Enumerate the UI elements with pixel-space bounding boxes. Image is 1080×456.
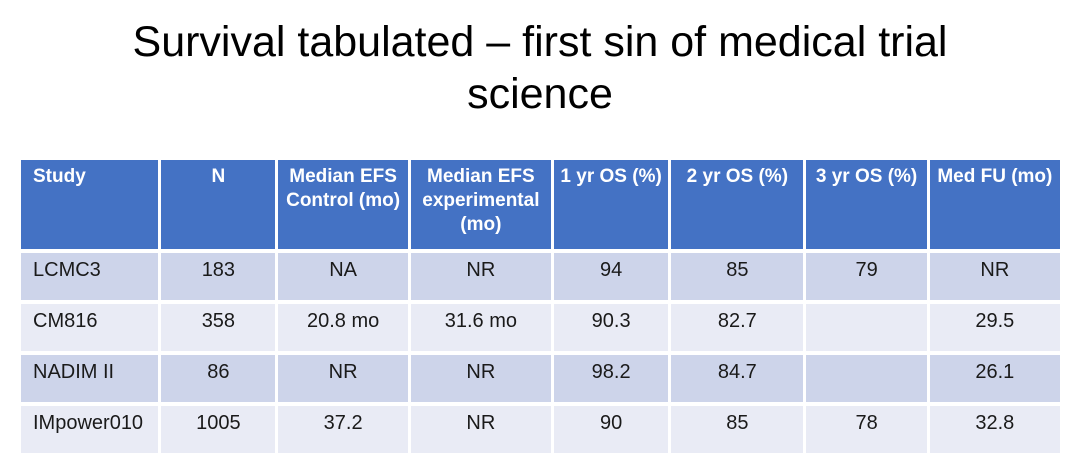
cell-os-3yr [806, 304, 927, 351]
column-header-med-fu: Med FU (mo) [929, 160, 1060, 249]
presentation-slide: Survival tabulated – first sin of medica… [0, 16, 1080, 456]
cell-study: NADIM II [21, 355, 159, 402]
cell-efs-experimental: NR [410, 355, 551, 402]
table-row-cm816: CM816 358 20.8 mo 31.6 mo 90.3 82.7 29.5 [21, 304, 1060, 351]
cell-n: 1005 [161, 406, 276, 453]
cell-os-2yr: 82.7 [671, 304, 804, 351]
cell-med-fu: 29.5 [929, 304, 1060, 351]
table-header-row: Study N Median EFS Control (mo) Median E… [21, 160, 1060, 249]
cell-efs-control: 20.8 mo [278, 304, 408, 351]
cell-os-1yr: 94 [554, 253, 669, 300]
cell-study: IMpower010 [21, 406, 159, 453]
cell-os-3yr [806, 355, 927, 402]
cell-med-fu: 32.8 [929, 406, 1060, 453]
cell-os-2yr: 85 [671, 253, 804, 300]
cell-n: 86 [161, 355, 276, 402]
cell-med-fu: NR [929, 253, 1060, 300]
trial-results-table: Study N Median EFS Control (mo) Median E… [18, 156, 1063, 456]
table-row-impower010: IMpower010 1005 37.2 NR 90 85 78 32.8 [21, 406, 1060, 453]
cell-os-1yr: 90.3 [554, 304, 669, 351]
cell-os-1yr: 98.2 [554, 355, 669, 402]
table-row-nadim-ii: NADIM II 86 NR NR 98.2 84.7 26.1 [21, 355, 1060, 402]
cell-efs-experimental: NR [410, 253, 551, 300]
cell-efs-control: NA [278, 253, 408, 300]
cell-med-fu: 26.1 [929, 355, 1060, 402]
column-header-median-efs-control: Median EFS Control (mo) [278, 160, 408, 249]
column-header-2yr-os: 2 yr OS (%) [671, 160, 804, 249]
cell-efs-control: NR [278, 355, 408, 402]
cell-study: CM816 [21, 304, 159, 351]
cell-os-3yr: 78 [806, 406, 927, 453]
column-header-n: N [161, 160, 276, 249]
column-header-1yr-os: 1 yr OS (%) [554, 160, 669, 249]
slide-title: Survival tabulated – first sin of medica… [132, 18, 948, 119]
column-header-3yr-os: 3 yr OS (%) [806, 160, 927, 249]
cell-efs-control: 37.2 [278, 406, 408, 453]
cell-n: 183 [161, 253, 276, 300]
cell-os-2yr: 84.7 [671, 355, 804, 402]
cell-efs-experimental: NR [410, 406, 551, 453]
cell-os-1yr: 90 [554, 406, 669, 453]
column-header-median-efs-experimental: Median EFS experimental (mo) [410, 160, 551, 249]
column-header-study: Study [21, 160, 159, 249]
cell-os-2yr: 85 [671, 406, 804, 453]
cell-study: LCMC3 [21, 253, 159, 300]
cell-efs-experimental: 31.6 mo [410, 304, 551, 351]
cell-os-3yr: 79 [806, 253, 927, 300]
cell-n: 358 [161, 304, 276, 351]
table-row-lcmc3: LCMC3 183 NA NR 94 85 79 NR [21, 253, 1060, 300]
